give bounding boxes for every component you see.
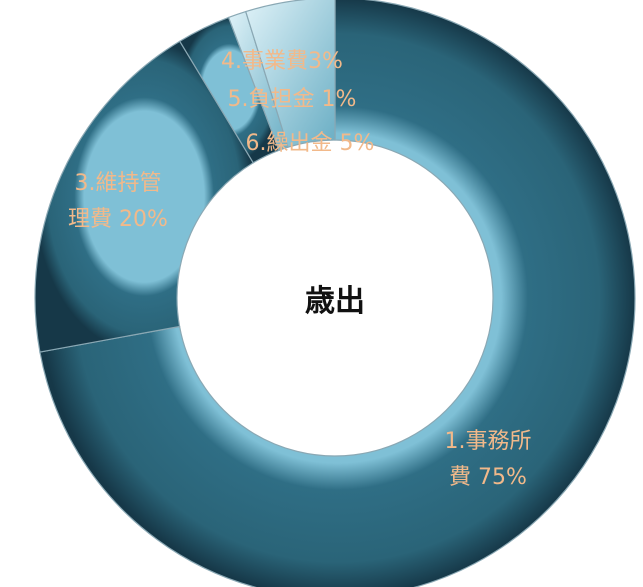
slice-label-5-line-1: 6.繰出金 5% <box>246 131 375 156</box>
slice-label-2-line-1: 3.維持管 <box>75 171 162 196</box>
slice-label-4-line-1: 5.負担金 1% <box>228 87 357 112</box>
slice-1 <box>39 0 636 587</box>
slice-label-1-line-2: 費 75% <box>449 465 527 490</box>
slice-2 <box>34 40 255 353</box>
slice-5 <box>244 0 336 148</box>
slice-label-2-line-2: 理費 20% <box>68 207 168 232</box>
chart-title: 歳出 <box>305 284 365 319</box>
slice-label-3-line-1: 4.事業費3% <box>221 49 343 74</box>
slice-label-1-line-1: 1.事務所 <box>445 429 532 454</box>
